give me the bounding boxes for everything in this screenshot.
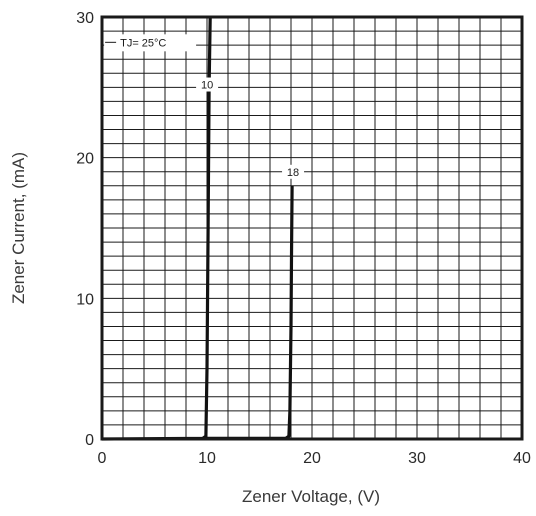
x-tick-label: 0 [98, 450, 107, 467]
x-tick-label: 30 [408, 450, 426, 467]
temperature-annotation: TJ= 25°C [104, 34, 197, 52]
plot-frame [100, 15, 524, 441]
series-label-18-bg [282, 164, 305, 179]
x-tick-label: 20 [303, 450, 321, 467]
series-label-10-bg [196, 77, 219, 92]
grid [101, 16, 523, 440]
y-axis-label: Zener Current, (mA) [9, 151, 28, 305]
x-tick-label: 40 [513, 450, 531, 467]
series-label-18: 18 [287, 167, 299, 179]
y-tick-label: 30 [76, 10, 94, 27]
y-tick-label: 20 [76, 151, 94, 168]
annotation-text: TJ= 25°C [120, 37, 166, 49]
annotation-bg [104, 34, 197, 52]
y-tick-label: 10 [76, 291, 94, 308]
tick-labels: 0 10 20 30 40 0 10 20 30 [76, 10, 531, 467]
series-label-10: 10 [201, 80, 213, 92]
y-tick-label: 0 [85, 432, 94, 449]
x-tick-label: 10 [198, 450, 216, 467]
x-axis-label: Zener Voltage, (V) [242, 487, 380, 506]
series-labels: 10 18 [196, 77, 305, 179]
